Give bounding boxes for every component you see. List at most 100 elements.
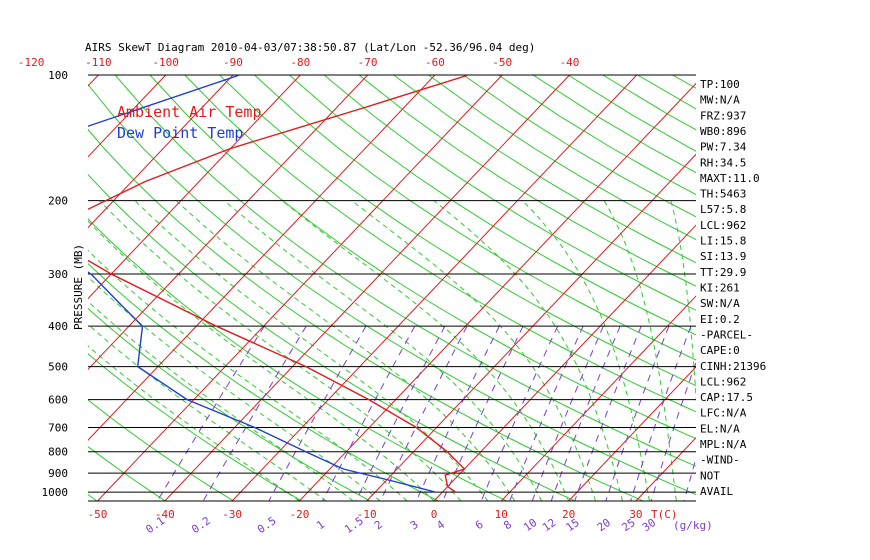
top-temp-tick-label: -70 (358, 56, 378, 69)
dry-adiabat-line (88, 218, 507, 501)
index-value: MW:N/A (700, 94, 740, 107)
legend-dew-point-temp: Dew Point Temp (117, 124, 243, 142)
pressure-tick-label: 1000 (42, 486, 69, 499)
mixing-ratio-line (202, 325, 307, 501)
mixing-ratio-tick-label: 0.5 (255, 514, 279, 536)
index-value: SW:N/A (700, 297, 740, 310)
ambient-air-temp-line (88, 75, 469, 493)
top-temp-tick-label: -60 (425, 56, 445, 69)
mixing-ratio-tick-label: 6 (473, 518, 486, 532)
mixing-ratio-tick-label: 8 (501, 518, 514, 532)
dew-point-temp-line (88, 75, 436, 493)
dry-adiabat-line (219, 75, 696, 387)
dry-adiabat-line (149, 75, 696, 440)
isotherm-line (164, 75, 570, 501)
index-value: CAP:17.5 (700, 391, 753, 404)
moist-adiabat-line (522, 200, 650, 501)
x-unit-label: T(C) (651, 508, 678, 521)
mixing-ratio-line (480, 325, 559, 501)
mixing-ratio-line (415, 325, 500, 501)
dry-adiabat-line (393, 75, 696, 264)
moist-adiabat-line (88, 300, 354, 501)
dry-adiabat-line (88, 262, 439, 501)
index-value: MAXT:11.0 (700, 172, 760, 185)
bottom-temp-tick-label: 10 (495, 508, 508, 521)
dry-adiabat-line (742, 75, 870, 501)
index-value: SI:13.9 (700, 250, 746, 263)
dry-adiabat-line (812, 75, 870, 501)
dry-adiabat-line (88, 353, 303, 501)
pressure-tick-label: 500 (48, 361, 68, 374)
isotherm-line (838, 75, 870, 501)
bottom-temp-tick-label: 0 (431, 508, 438, 521)
top-temp-tick-label: -100 (152, 56, 179, 69)
dry-adiabat-line (288, 75, 696, 336)
pressure-tick-label: 700 (48, 422, 68, 435)
pressure-tick-label: 400 (48, 320, 68, 333)
dry-adiabat-line (254, 75, 696, 361)
dry-adiabat-line (358, 75, 696, 287)
mixing-ratio-lines (156, 325, 696, 501)
isotherm-line (0, 75, 31, 501)
bottom-temp-tick-label: -30 (222, 508, 242, 521)
top-temp-tick-label: -110 (85, 56, 112, 69)
bottom-temp-tick-label: -10 (357, 508, 377, 521)
index-value: TH:5463 (700, 188, 746, 201)
dry-adiabat-line (88, 399, 234, 501)
dry-adiabat-line (637, 75, 696, 110)
top-temp-tick-label: -40 (560, 56, 580, 69)
pressure-tick-label: 900 (48, 467, 68, 480)
index-value: EL:N/A (700, 422, 740, 435)
isotherm-line (568, 366, 696, 501)
dry-adiabat-line (88, 128, 644, 501)
dry-adiabat-line (88, 446, 166, 501)
mixing-ratio-line (380, 325, 468, 501)
moist-adiabat-line (88, 345, 300, 501)
mixing-ratio-line (322, 325, 416, 501)
index-value: MPL:N/A (700, 438, 747, 451)
isotherm-line (366, 153, 696, 501)
mixing-ratio-tick-label: 4 (434, 518, 447, 533)
index-value: RH:34.5 (700, 156, 746, 169)
mixing-ratio-tick-label: 20 (595, 516, 613, 534)
bottom-temp-tick-label: -40 (155, 508, 175, 521)
moist-adiabat-line (99, 200, 462, 501)
moist-adiabat-line (88, 220, 435, 501)
mixing-ratio-tick-label: 25 (619, 516, 637, 534)
index-value: AVAIL (700, 485, 733, 498)
index-value: -WIND- (700, 454, 740, 467)
mixing-ratio-line (442, 325, 524, 501)
index-value: CAPE:0 (700, 344, 740, 357)
dry-adiabat-line (88, 307, 371, 501)
moist-adiabat-line (433, 200, 623, 501)
pressure-tick-label: 600 (48, 394, 68, 407)
pressure-tick-label: 200 (48, 195, 68, 208)
bottom-temp-tick-label: 20 (562, 508, 575, 521)
mixing-ratio-line (683, 456, 696, 501)
moist-adiabat-line (224, 200, 543, 501)
top-temp-tick-label: -80 (290, 56, 310, 69)
pressure-tick-label: 300 (48, 268, 68, 281)
mixing-ratio-tick-label: 15 (564, 516, 582, 534)
isotherm-line (88, 75, 167, 158)
index-value: -PARCEL- (700, 328, 753, 341)
index-value: NOT (700, 469, 720, 482)
index-value: TT:29.9 (700, 266, 746, 279)
dry-adiabat-line (88, 173, 576, 501)
isotherm-line (500, 295, 696, 501)
index-value: WB0:896 (700, 125, 746, 138)
dry-adiabat-line (323, 75, 696, 311)
mixing-ratio-line (531, 326, 604, 501)
moist-adiabat-line (88, 276, 381, 501)
moist-adiabat-line (603, 200, 677, 501)
moist-adiabat-line (351, 200, 596, 501)
pressure-tick-label: 800 (48, 446, 68, 459)
pressure-tick-label: 100 (48, 69, 68, 82)
mixing-ratio-line (509, 325, 584, 501)
chart-title: AIRS SkewT Diagram 2010-04-03/07:38:50.8… (85, 41, 535, 54)
isotherm-line (771, 75, 870, 501)
isotherm-line (88, 75, 368, 371)
index-value: LCL:962 (700, 219, 746, 232)
isotherm-line (299, 82, 696, 501)
